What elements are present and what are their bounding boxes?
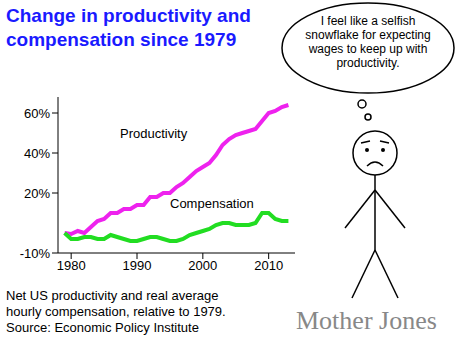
html-text:Mother Jones: Mother Jones	[296, 306, 437, 335]
html-text:Productivity: Productivity	[120, 126, 188, 141]
html-text:Net US productivity and real a: Net US productivity and real average hou…	[6, 288, 226, 319]
html-text:Change in productivity and com: Change in productivity and compensation …	[6, 5, 251, 50]
svg-text:2010: 2010	[254, 258, 283, 273]
html-text:Compensation: Compensation	[170, 196, 254, 211]
svg-text:60%: 60%	[24, 106, 50, 121]
html-text:I feel like a selfish snowflak: I feel like a selfish snowflake for expe…	[305, 14, 431, 70]
svg-text:1990: 1990	[123, 258, 152, 273]
svg-text:1980: 1980	[57, 258, 86, 273]
svg-text:20%: 20%	[24, 186, 50, 201]
svg-text:40%: 40%	[24, 146, 50, 161]
svg-text:-10%: -10%	[20, 246, 51, 261]
svg-text:2000: 2000	[188, 258, 217, 273]
html-text:Source: Economic Policy Instit: Source: Economic Policy Institute	[6, 320, 199, 335]
